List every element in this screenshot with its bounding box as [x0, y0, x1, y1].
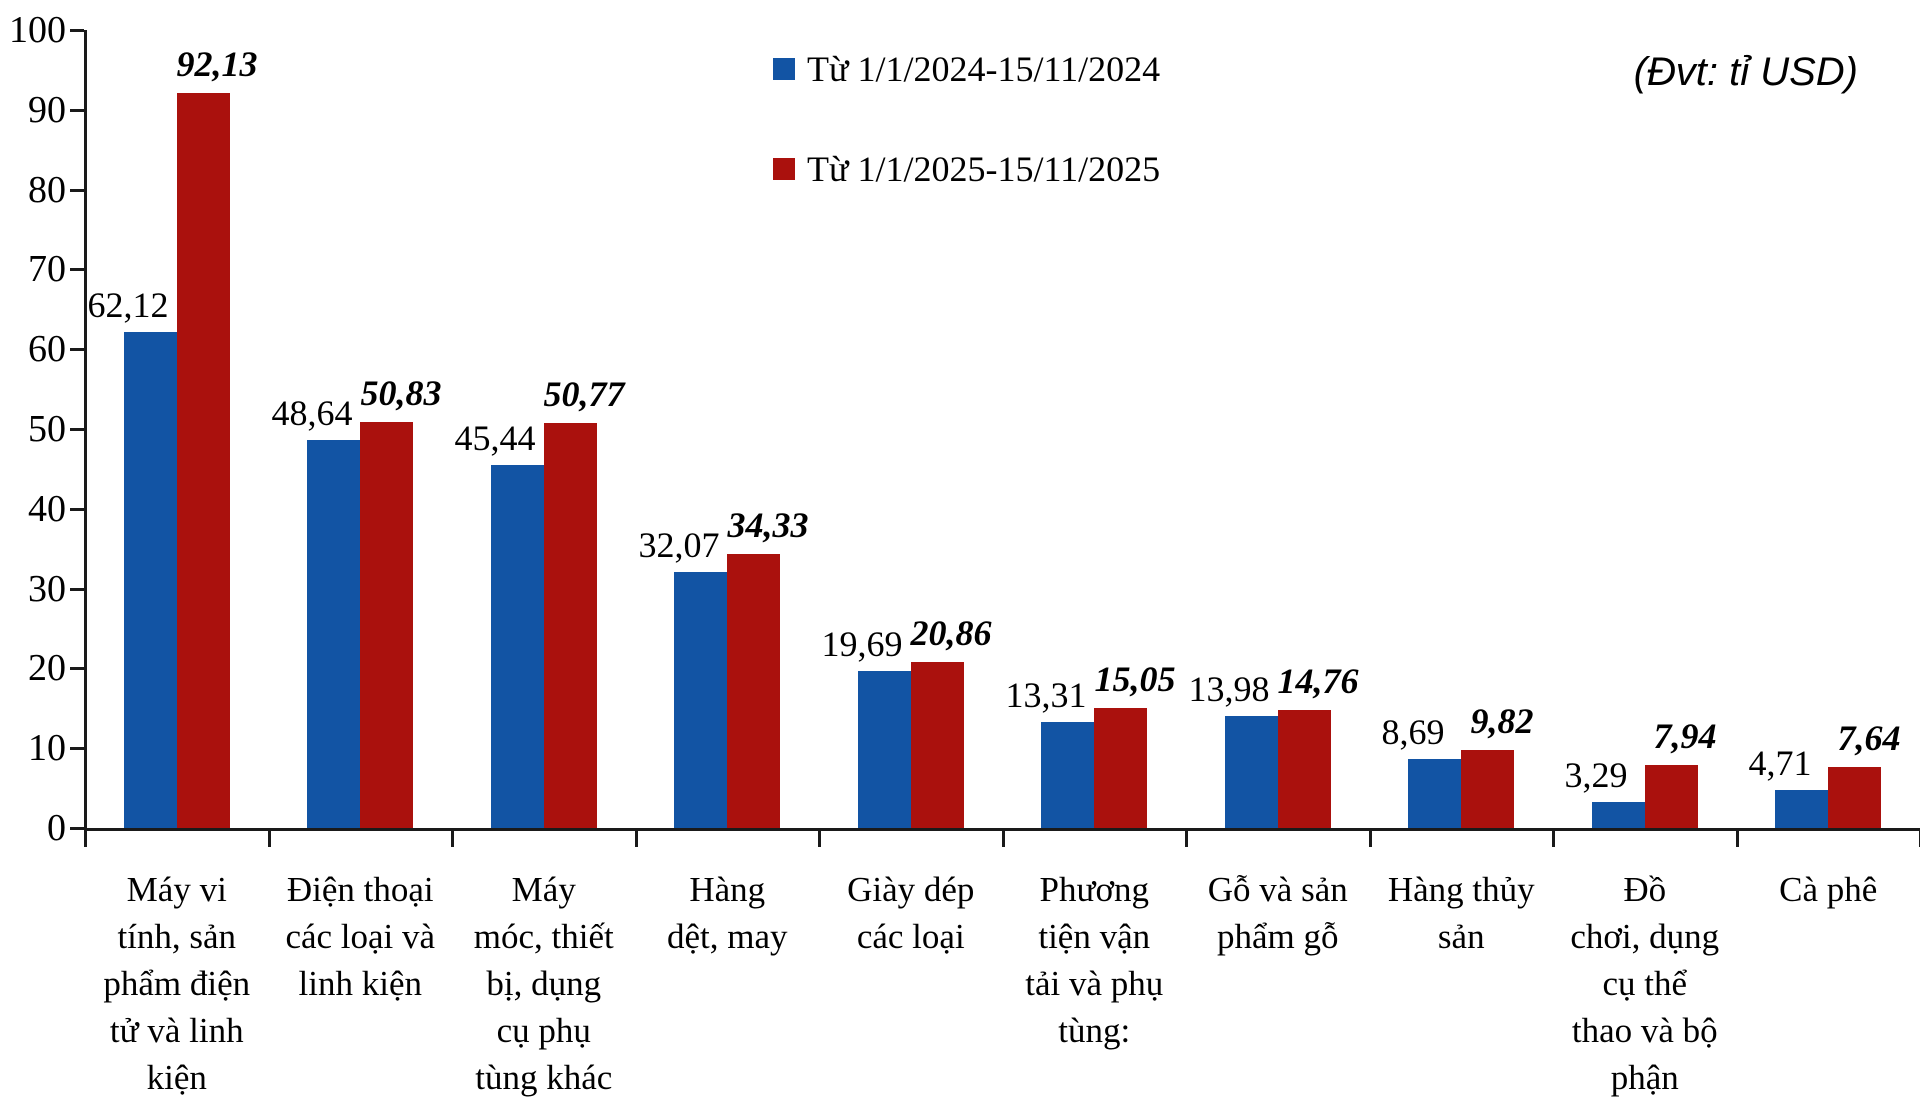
category-label: Đồ chơi, dụng cụ thể thao và bộ phận	[1570, 870, 1720, 1097]
y-tick-label: 40	[28, 488, 66, 530]
y-tick-label: 50	[28, 408, 66, 450]
y-tick-mark	[70, 747, 84, 750]
bar-2024	[124, 332, 177, 828]
y-tick-label: 10	[28, 727, 66, 769]
bar-2024	[1225, 716, 1278, 828]
y-tick-label: 80	[28, 169, 66, 211]
bar-value-label-2024: 3,29	[1564, 755, 1628, 795]
legend-entry-2024: Từ 1/1/2024-15/11/2024	[773, 48, 1160, 90]
unit-label: (Đvt: tỉ USD)	[1633, 50, 1858, 94]
bar-value-label-2025: 7,64	[1837, 718, 1901, 758]
y-tick-mark	[70, 268, 84, 271]
bar-value-label-2025: 50,83	[360, 373, 442, 413]
x-tick-mark	[1185, 831, 1188, 847]
y-tick-mark	[70, 189, 84, 192]
bar-2025	[1094, 708, 1147, 828]
legend-swatch-2024-icon	[773, 58, 795, 80]
y-tick-label: 70	[28, 248, 66, 290]
legend-swatch-2025-icon	[773, 158, 795, 180]
bar-2024	[1775, 790, 1828, 828]
y-tick-mark	[70, 109, 84, 112]
category-label: Máy móc, thiết bị, dụng cụ phụ tùng khác	[473, 870, 614, 1097]
y-tick-mark	[70, 827, 84, 830]
category-label: Hàng dệt, may	[666, 870, 788, 956]
y-tick-label: 60	[28, 328, 66, 370]
bar-2025	[1828, 767, 1881, 828]
x-tick-mark	[268, 831, 271, 847]
bar-2024	[491, 465, 544, 828]
bar-value-label-2024: 48,64	[271, 393, 353, 433]
legend-label-2024: Từ 1/1/2024-15/11/2024	[807, 49, 1161, 89]
y-tick-label: 20	[28, 647, 66, 689]
legend-entry-2025: Từ 1/1/2025-15/11/2025	[773, 148, 1160, 190]
bar-2025	[1461, 750, 1514, 828]
bar-value-label-2025: 14,76	[1277, 661, 1359, 701]
bar-2024	[1041, 722, 1094, 828]
category-axis-labels: Máy vi tính, sản phẩm điện tử và linh ki…	[85, 866, 1920, 1101]
x-axis-line	[84, 828, 1920, 831]
bar-value-label-2025: 15,05	[1094, 659, 1176, 699]
y-tick-mark	[70, 667, 84, 670]
y-tick-mark	[70, 428, 84, 431]
bar-value-label-2025: 7,94	[1653, 716, 1717, 756]
bar-2024	[1408, 759, 1461, 828]
category-label: Phương tiện vận tải và phụ tùng:	[1025, 870, 1164, 1050]
bar-2025	[1278, 710, 1331, 828]
bar-2025	[360, 422, 413, 828]
category-label: Máy vi tính, sản phẩm điện tử và linh ki…	[103, 870, 251, 1097]
bar-value-label-2025: 50,77	[543, 374, 625, 414]
category-label: Cà phê	[1779, 870, 1878, 909]
y-tick-label: 100	[9, 9, 66, 51]
bar-value-label-2025: 92,13	[176, 44, 258, 84]
x-tick-mark	[451, 831, 454, 847]
bar-value-label-2025: 20,86	[910, 613, 992, 653]
bar-value-label-2024: 13,98	[1188, 669, 1270, 709]
x-tick-mark	[1736, 831, 1739, 847]
bar-2024	[1592, 802, 1645, 828]
bar-2025	[544, 423, 597, 828]
bar-value-label-2025: 34,33	[727, 505, 809, 545]
y-tick-label: 30	[28, 568, 66, 610]
bar-value-label-2024: 32,07	[638, 525, 720, 565]
x-tick-mark	[84, 831, 87, 847]
y-tick-mark	[70, 508, 84, 511]
category-label: Gỗ và sản phẩm gỗ	[1207, 870, 1348, 956]
y-tick-label: 0	[47, 807, 66, 849]
legend-label-2025: Từ 1/1/2025-15/11/2025	[807, 149, 1161, 189]
bar-2024	[858, 671, 911, 828]
category-label: Hàng thủy sản	[1387, 870, 1535, 956]
y-tick-mark	[70, 29, 84, 32]
bar-value-label-2025: 9,82	[1470, 701, 1534, 741]
bar-2025	[1645, 765, 1698, 828]
y-tick-mark	[70, 348, 84, 351]
x-tick-mark	[818, 831, 821, 847]
bar-value-label-2024: 62,12	[87, 285, 169, 325]
bar-2025	[177, 93, 230, 828]
y-tick-label: 90	[28, 89, 66, 131]
y-axis-line	[84, 30, 87, 831]
y-tick-mark	[70, 588, 84, 591]
bar-value-label-2024: 4,71	[1748, 743, 1812, 783]
x-tick-mark	[1369, 831, 1372, 847]
category-label: Điện thoại các loại và linh kiện	[285, 870, 436, 1003]
bar-2025	[911, 662, 964, 828]
bar-value-label-2024: 19,69	[821, 624, 903, 664]
bar-value-label-2024: 45,44	[454, 418, 536, 458]
bar-2024	[674, 572, 727, 828]
bar-value-label-2024: 8,69	[1381, 712, 1445, 752]
category-label: Giày dép các loại	[847, 870, 975, 956]
x-tick-mark	[1552, 831, 1555, 847]
bar-2025	[727, 554, 780, 828]
legend: Từ 1/1/2024-15/11/2024 Từ 1/1/2025-15/11…	[773, 48, 1160, 190]
bar-value-label-2024: 13,31	[1005, 675, 1087, 715]
x-tick-mark	[1002, 831, 1005, 847]
x-tick-mark	[635, 831, 638, 847]
bar-2024	[307, 440, 360, 828]
plot-area: 62,12 92,13 48,64 50,83 45,44 50,77 32,07 34,33…	[85, 30, 1920, 828]
